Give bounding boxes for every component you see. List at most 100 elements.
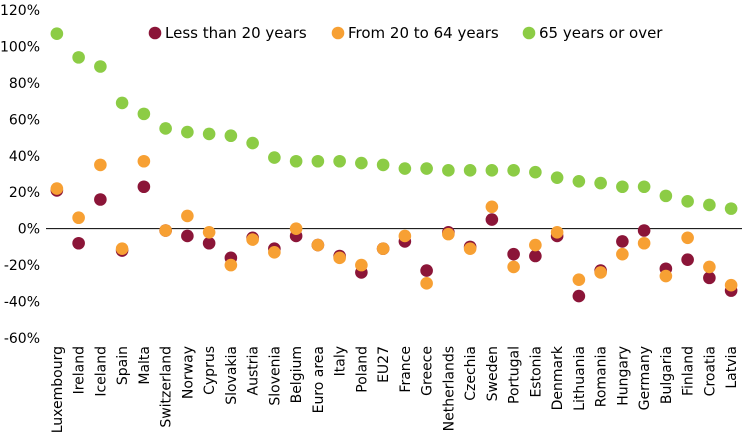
point-65-years-or-over-romania: [594, 176, 607, 190]
point-65-years-or-over-malta: [137, 107, 151, 121]
point-65-years-or-over-spain: [115, 96, 129, 110]
point-65-years-or-over-estonia: [529, 165, 542, 179]
point-65-years-or-over-poland: [355, 156, 368, 170]
point-from-20-to-64-years-france: [398, 229, 412, 243]
point-65-years-or-over-finland: [681, 195, 694, 208]
x-tick-label: Belgium: [289, 346, 305, 403]
point-from-20-to-64-years-malta: [137, 154, 151, 168]
x-tick-label: Iceland: [93, 346, 109, 397]
x-tick-label: Italy: [333, 346, 349, 376]
point-less-than-20-years-finland: [681, 253, 694, 266]
point-from-20-to-64-years-slovakia: [224, 258, 238, 272]
point-65-years-or-over-euro-area: [311, 154, 325, 168]
y-tick-label: -20%: [4, 258, 40, 274]
point-from-20-to-64-years-portugal: [507, 260, 520, 274]
x-tick-label: France: [398, 346, 414, 393]
x-tick-label: Spain: [115, 346, 131, 385]
point-from-20-to-64-years-slovenia: [268, 246, 281, 259]
point-from-20-to-64-years-luxembourg: [50, 182, 64, 195]
point-less-than-20-years-greece: [420, 264, 433, 277]
point-from-20-to-64-years-bulgaria: [659, 269, 673, 283]
y-tick-label: 100%: [0, 39, 40, 55]
point-65-years-or-over-austria: [246, 136, 259, 150]
point-less-than-20-years-lithuania: [572, 289, 586, 303]
y-tick-label: 40%: [9, 149, 40, 165]
point-65-years-or-over-eu27: [376, 158, 390, 172]
point-65-years-or-over-portugal: [507, 164, 520, 177]
point-from-20-to-64-years-netherlands: [442, 227, 455, 241]
point-from-20-to-64-years-austria: [246, 233, 259, 246]
legend-label: 65 years or over: [539, 24, 663, 42]
point-65-years-or-over-hungary: [616, 180, 629, 194]
point-from-20-to-64-years-finland: [681, 231, 694, 245]
legend-marker: [331, 26, 345, 40]
point-less-than-20-years-hungary: [616, 235, 629, 248]
x-tick-label: Czechia: [463, 346, 479, 401]
point-from-20-to-64-years-euro-area: [311, 238, 325, 252]
x-tick-label: Netherlands: [441, 346, 457, 431]
x-tick-label: Finland: [681, 346, 697, 396]
x-tick-label: Poland: [354, 346, 370, 393]
point-from-20-to-64-years-ireland: [72, 211, 85, 225]
x-tick-label: Lithuania: [572, 346, 588, 411]
point-from-20-to-64-years-germany: [637, 236, 651, 250]
x-tick-label: Denmark: [550, 345, 566, 410]
point-less-than-20-years-cyprus: [202, 236, 216, 250]
point-65-years-or-over-slovakia: [224, 129, 238, 143]
point-65-years-or-over-denmark: [550, 171, 564, 184]
x-tick-label: Switzerland: [159, 346, 175, 428]
x-tick-label: Austria: [246, 346, 262, 395]
x-tick-label: Latvia: [724, 346, 740, 389]
legend-marker: [522, 26, 536, 40]
x-tick-label: Germany: [637, 346, 653, 410]
legend: Less than 20 years From 20 to 64 years 65 …: [148, 24, 663, 42]
point-from-20-to-64-years-latvia: [724, 278, 738, 292]
point-65-years-or-over-bulgaria: [659, 189, 673, 203]
point-less-than-20-years-ireland: [72, 236, 85, 250]
y-tick-label: 120%: [0, 3, 40, 19]
point-from-20-to-64-years-cyprus: [202, 226, 216, 239]
point-from-20-to-64-years-iceland: [94, 158, 107, 172]
point-from-20-to-64-years-greece: [420, 277, 433, 290]
point-from-20-to-64-years-lithuania: [572, 273, 586, 286]
point-from-20-to-64-years-croatia: [703, 260, 716, 274]
x-tick-label: Cyprus: [202, 346, 218, 395]
point-65-years-or-over-switzerland: [159, 122, 172, 135]
point-less-than-20-years-germany: [637, 224, 651, 237]
point-65-years-or-over-luxembourg: [50, 27, 64, 40]
point-from-20-to-64-years-norway: [181, 209, 194, 223]
x-tick-label: Ireland: [72, 346, 88, 394]
y-tick-label: -40%: [4, 295, 40, 311]
y-tick-label: 60%: [9, 112, 40, 128]
y-tick-label: 0%: [18, 222, 40, 238]
point-from-20-to-64-years-poland: [355, 258, 368, 272]
x-tick-label: Romania: [594, 346, 610, 407]
point-65-years-or-over-iceland: [94, 60, 107, 73]
point-less-than-20-years-iceland: [94, 193, 107, 206]
x-tick-label: Slovakia: [224, 346, 240, 405]
y-tick-label: -60%: [4, 331, 40, 347]
point-from-20-to-64-years-estonia: [529, 238, 542, 252]
legend-label: Less than 20 years: [165, 24, 307, 42]
point-65-years-or-over-italy: [333, 154, 346, 168]
x-tick-label: Sweden: [485, 346, 501, 401]
point-from-20-to-64-years-switzerland: [159, 224, 172, 237]
x-tick-label: Bulgaria: [659, 346, 675, 404]
point-65-years-or-over-cyprus: [202, 127, 216, 141]
legend-label: From 20 to 64 years: [348, 24, 499, 42]
point-from-20-to-64-years-romania: [594, 266, 607, 279]
x-tick-label: Euro area: [311, 346, 327, 413]
point-65-years-or-over-croatia: [703, 198, 716, 212]
point-65-years-or-over-belgium: [289, 154, 303, 168]
point-from-20-to-64-years-italy: [333, 251, 346, 265]
x-tick-label: Hungary: [615, 346, 631, 406]
x-tick-label: Croatia: [702, 346, 718, 396]
point-65-years-or-over-sweden: [485, 164, 499, 177]
point-65-years-or-over-slovenia: [268, 151, 281, 164]
point-less-than-20-years-malta: [137, 180, 151, 194]
y-axis: -60% -40% -20% 0% 20% 40% 60% 80% 100% 120%: [0, 3, 40, 347]
x-tick-label: Slovenia: [267, 346, 283, 406]
point-less-than-20-years-norway: [181, 229, 194, 243]
x-axis-labels: Luxembourg Ireland Iceland Spain Malta Switze…: [50, 345, 740, 433]
